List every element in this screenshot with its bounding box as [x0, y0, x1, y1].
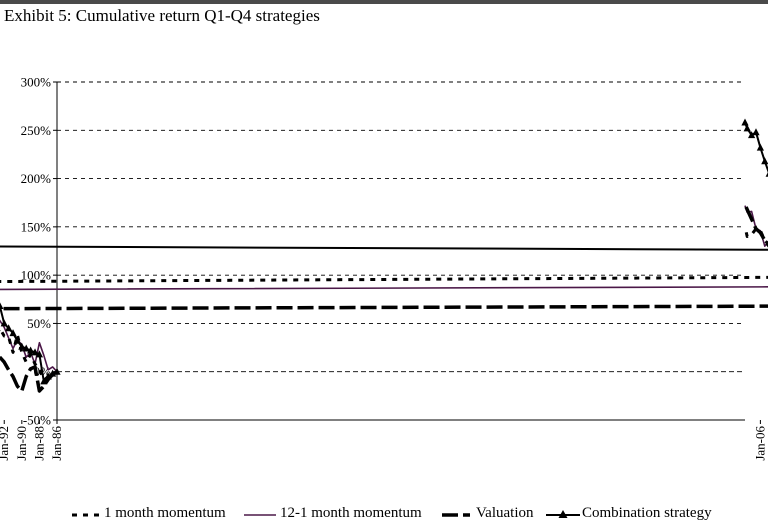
y-tick-label: 150% [21, 219, 52, 234]
combination-marker [741, 118, 749, 126]
combination-marker [18, 342, 26, 350]
series [0, 118, 768, 393]
legend-label-twelve-one: 12-1 month momentum [280, 505, 422, 521]
y-tick-label: 300% [21, 75, 52, 90]
combination-marker [22, 344, 30, 352]
legend-swatch-combination [546, 510, 580, 518]
legend-label-one-month: 1 month momentum [104, 505, 226, 521]
combination-marker [756, 143, 764, 151]
y-tick-label: 200% [21, 171, 52, 186]
combination-marker [44, 372, 52, 380]
combination-marker [747, 131, 756, 139]
series-line-combination [0, 122, 768, 383]
axes: -50%0%50%100%150%200%250%300%Jan-86Jan-8… [0, 75, 767, 461]
combination-marker [0, 319, 8, 327]
series-line-valuation [0, 203, 768, 393]
combination-marker [13, 336, 22, 344]
legend-label-valuation: Valuation [476, 505, 534, 521]
combination-marker [27, 346, 35, 354]
series-line-one-month [0, 226, 768, 382]
combination-marker [53, 367, 61, 375]
legend: 1 month momentum 12-1 month momentum Val… [0, 503, 768, 525]
combination-marker [0, 302, 4, 310]
combination-marker [761, 157, 768, 165]
combination-marker [9, 329, 17, 337]
combination-marker [5, 324, 13, 332]
legend-swatch-one-month [72, 513, 104, 517]
series-line-twelve-one [0, 205, 768, 373]
legend-swatch-valuation [442, 513, 470, 517]
y-tick-label: 50% [27, 316, 51, 331]
y-tick-label: 250% [21, 123, 52, 138]
gridlines [57, 81, 745, 373]
x-tick-label: Jan-92 [0, 426, 11, 461]
legend-swatch-twelve-one [244, 514, 276, 516]
x-tick-label: Jan-90 [14, 426, 29, 461]
top-rule [0, 0, 768, 4]
legend-label-combination: Combination strategy [582, 505, 712, 521]
combination-marker [49, 369, 57, 377]
y-tick-label: -50% [23, 413, 51, 428]
x-tick-label: Jan-86 [49, 426, 64, 461]
combination-marker [40, 377, 48, 385]
exhibit-title: Exhibit 5: Cumulative return Q1-Q4 strat… [4, 6, 320, 25]
combination-marker [31, 348, 39, 356]
combination-marker [765, 172, 768, 177]
combination-marker [752, 128, 760, 136]
x-tick-label: Jan-88 [31, 426, 46, 461]
x-tick-label: Jan-06 [752, 426, 767, 461]
combination-marker [743, 124, 751, 132]
y-tick-label: 100% [21, 268, 52, 283]
combination-marker [35, 350, 44, 358]
